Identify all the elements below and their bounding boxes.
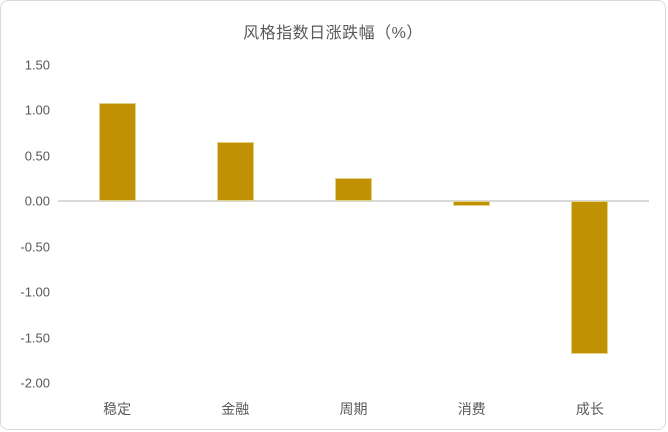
y-tick-label: -1.00 [20,284,50,300]
x-axis-line [58,200,649,202]
x-category-label: 成长 [575,401,604,417]
bar-金融 [216,141,254,201]
y-tick-label: 1.50 [24,57,50,72]
chart-title: 风格指数日涨跌幅（%） [243,25,423,42]
bar-稳定 [98,102,136,201]
x-category-label: 稳定 [103,401,132,417]
x-category-label: 消费 [457,401,486,417]
y-tick-label: 0.00 [24,193,50,209]
y-tick-label: -1.50 [20,330,50,345]
x-category-label: 周期 [339,401,368,417]
y-tick-label: 0.50 [24,148,50,163]
y-tick-label: -0.50 [20,239,50,254]
bar-消费 [453,201,491,206]
y-tick-label: -2.00 [20,375,50,391]
bar-周期 [335,178,372,201]
y-tick-label: 1.00 [24,102,50,118]
bar-成长 [571,201,609,354]
x-category-label: 金融 [221,401,250,417]
